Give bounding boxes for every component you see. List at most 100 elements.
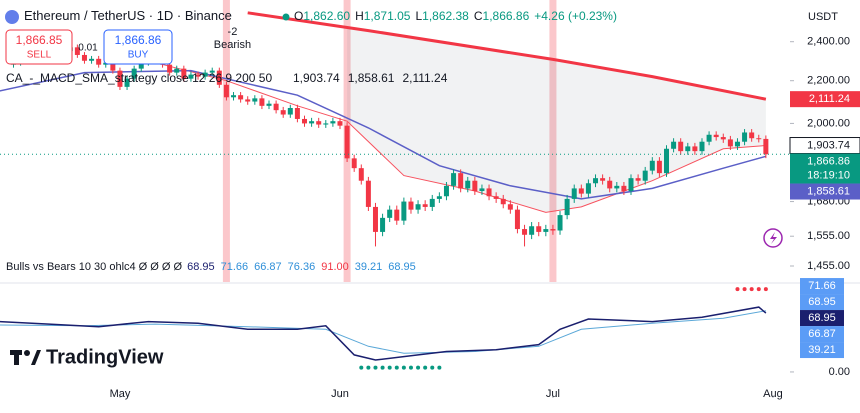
signal-dot: [359, 365, 364, 370]
symbol-title: Ethereum / TetherUS · 1D · Binance: [24, 8, 232, 23]
candle-body: [422, 204, 428, 207]
candle-body: [294, 107, 300, 119]
y-tick-label: 2,400.00: [807, 36, 850, 48]
annotation: -2: [228, 26, 238, 38]
candle-body: [415, 204, 421, 210]
candle-body: [465, 180, 471, 189]
candle-body: [131, 68, 137, 79]
indicator-price-label: 66.87: [808, 328, 836, 340]
buy-price[interactable]: 1,866.86: [115, 33, 162, 47]
candle-body: [585, 183, 591, 194]
ohlc-value: 1,862.38: [422, 9, 469, 23]
candle-body: [287, 107, 293, 115]
candle-body: [649, 160, 655, 171]
sell-button[interactable]: [5, 29, 73, 65]
signal-dot: [380, 365, 385, 370]
signal-dot: [373, 365, 378, 370]
x-tick-label: Jun: [331, 388, 349, 400]
candle-body: [671, 141, 677, 149]
indicator-line: [0, 306, 767, 361]
candle-body: [337, 121, 343, 126]
candle-body: [763, 138, 769, 155]
candle-body: [443, 185, 449, 197]
signal-dot: [735, 287, 740, 292]
candle-body: [124, 78, 130, 87]
sell-label[interactable]: SELL: [27, 50, 52, 61]
candle-body: [522, 229, 528, 235]
candle-body: [209, 70, 215, 73]
candle-body: [117, 70, 123, 87]
series-price-label: 2,111.24: [809, 93, 850, 105]
candle-body: [231, 95, 237, 98]
buy-label[interactable]: BUY: [128, 50, 149, 61]
legend-value: 2,111.24: [402, 71, 447, 85]
ohlc-key: L: [415, 9, 422, 23]
candle-body: [706, 134, 712, 142]
candle-body: [742, 132, 748, 142]
candle-body: [699, 141, 705, 152]
candle-body: [564, 198, 570, 216]
candle-body: [216, 70, 222, 85]
indicator-price-box: [800, 294, 844, 311]
zone-fill: [347, 27, 766, 213]
candle-body: [358, 168, 364, 181]
candle-body: [81, 54, 87, 61]
last-price-box: [790, 153, 860, 184]
symbol-icon: [5, 10, 19, 24]
indicator-price-box: [800, 342, 844, 359]
signal-dot: [408, 365, 413, 370]
candle-body: [330, 121, 336, 124]
ohlc-value: 1,866.86: [483, 9, 530, 23]
candle-body: [74, 47, 80, 55]
signal-dot: [430, 365, 435, 370]
currency[interactable]: USDT: [808, 11, 838, 23]
candle-body: [344, 125, 350, 159]
market-status: [282, 13, 290, 21]
signal-dot: [401, 365, 406, 370]
indicator-legend: Bulls vs Bears 10 30 ohlc4 Ø Ø Ø Ø: [6, 261, 183, 273]
candle-body: [195, 74, 201, 77]
buy-button[interactable]: [103, 29, 173, 65]
signal-dot: [756, 287, 761, 292]
candle-body: [614, 185, 620, 189]
strategy-legend: CA_-_MACD_SMA_strategy close 12 26 9 200…: [6, 71, 272, 85]
candle-body: [571, 188, 577, 199]
signal-dot: [366, 365, 371, 370]
indicator-price-label: 71.66: [808, 280, 836, 292]
candle-body: [493, 196, 499, 199]
candle-body: [720, 137, 726, 140]
series-price-box: [790, 91, 860, 108]
alert-icon[interactable]: [763, 228, 783, 248]
indicator-price-box: [800, 278, 844, 295]
change: +4.26 (+0.23%): [534, 9, 617, 23]
candle-body: [89, 58, 95, 61]
sell-price[interactable]: 1,866.85: [16, 33, 63, 47]
candle-body: [593, 178, 599, 184]
logo-part: [31, 350, 41, 365]
candle-body: [507, 204, 513, 210]
candle-body: [500, 198, 506, 205]
candle-body: [408, 201, 414, 210]
candle-body: [458, 173, 464, 189]
candle-body: [621, 185, 627, 192]
indicator-line: [0, 69, 767, 200]
candle-body: [202, 72, 208, 77]
signal-dot: [387, 365, 392, 370]
candle-body: [749, 132, 755, 139]
candle-body: [323, 123, 329, 125]
ohlc-value: 1,862.60: [303, 9, 350, 23]
quantity[interactable]: 0.01: [78, 43, 98, 54]
symbol-header: Ethereum / TetherUS · 1D · Binance: [24, 8, 232, 23]
series-price-label: 1,903.74: [807, 139, 850, 151]
y-tick-label: 2,000.00: [807, 117, 850, 129]
annotation: Bearish: [214, 39, 251, 51]
ohlc-value: 1,871.05: [364, 9, 411, 23]
signal-dot: [394, 365, 399, 370]
candle-body: [578, 188, 584, 194]
logo-part: [14, 350, 19, 365]
overlay-layer: Ethereum / TetherUS · 1D · Binance O1,86…: [5, 8, 860, 400]
candle-body: [607, 180, 613, 189]
candle-body: [734, 141, 740, 147]
